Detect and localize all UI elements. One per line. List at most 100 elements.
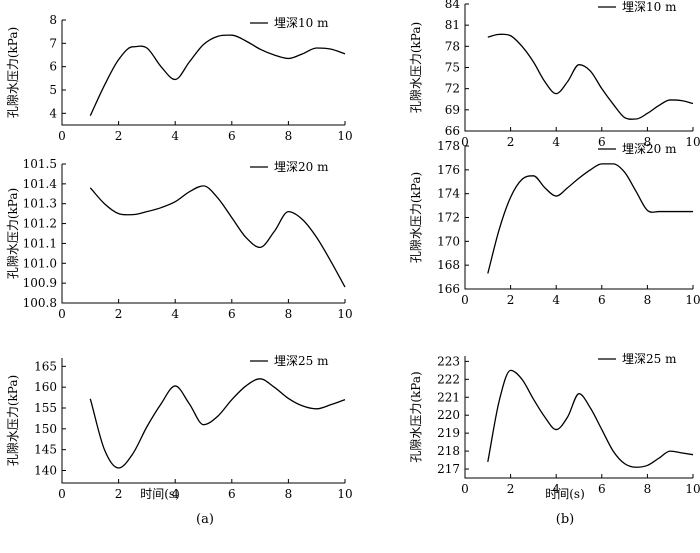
x-tick-label: 2 [507,293,515,307]
legend-label: 埋深20 m [622,142,677,156]
y-tick-label: 165 [34,359,57,373]
y-tick-label: 101.3 [23,197,57,211]
x-tick-label: 2 [507,135,515,149]
chart-panel-a-3: 0 2 4 6 8 10 140 145 150 155 160 165 孔隙水压力(kPa) 埋深25 … [6,354,353,501]
x-tick-label: 8 [644,135,652,149]
axis-frame [464,356,693,479]
y-axis-title: 孔隙水压力(kPa) [409,371,423,462]
chart-panel-b-2: 0 2 4 6 8 10 166 168 170 172 174 176 178 孔隙水压力(kPa) 埋深… [409,139,700,307]
x-tick-label: 0 [461,293,469,307]
y-tick-label: 6 [49,60,57,74]
x-tick-label: 10 [337,129,352,143]
x-tick-label: 8 [644,482,652,496]
chart-panel-b-3: 0 2 4 6 8 10 217 218 219 220 221 222 223 孔隙水压力(kPa) 埋深… [409,352,700,496]
x-tick-label: 0 [58,307,66,321]
y-tick-label: 101.0 [23,256,57,270]
y-tick-label: 223 [437,354,460,368]
y-tick-label: 101.1 [23,236,57,250]
y-tick-label: 100.9 [23,276,57,290]
caption-left: (a) [196,512,214,527]
axis-frame [61,20,345,126]
x-tick-label: 4 [171,129,179,143]
series-line [89,185,346,288]
x-tick-label: 6 [598,135,606,149]
y-tick-label: 5 [49,83,57,97]
x-tick-label: 0 [58,129,66,143]
axis-frame [61,164,345,304]
legend-label: 埋深25 m [622,352,677,366]
y-tick-label: 8 [49,13,57,27]
x-tick-label: 10 [685,482,700,496]
y-tick-label: 150 [34,422,57,436]
y-tick-label: 219 [437,426,460,440]
x-tick-label: 6 [598,293,606,307]
series-line [487,369,694,468]
y-tick-label: 178 [437,139,460,153]
x-tick-label: 8 [285,487,293,501]
series-line [487,33,694,120]
y-tick-label: 101.5 [23,157,57,171]
y-axis-title: 孔隙水压力(kPa) [6,375,20,466]
x-axis-label-right: 时间(s) [545,487,585,501]
y-tick-label: 101.2 [23,217,57,231]
x-tick-label: 6 [598,482,606,496]
y-tick-label: 81 [445,18,460,32]
axis-frame [464,146,693,290]
x-tick-label: 10 [337,307,352,321]
y-tick-label: 100.8 [23,296,57,310]
chart-panel-a-2: 0 2 4 6 8 10 100.8 100.9 101.0 101.1 101.2 101.3 101… [6,157,353,321]
x-tick-label: 6 [228,129,236,143]
y-tick-label: 170 [437,234,460,248]
y-tick-label: 66 [445,124,460,138]
axis-frame [61,358,345,484]
x-tick-label: 6 [228,487,236,501]
y-tick-label: 155 [34,401,57,415]
y-axis-title: 孔隙水压力(kPa) [409,22,423,113]
y-axis-title: 孔隙水压力(kPa) [6,27,20,118]
x-tick-label: 2 [507,482,515,496]
y-tick-label: 140 [34,464,57,478]
y-tick-label: 220 [437,408,460,422]
y-tick-label: 160 [34,380,57,394]
y-tick-label: 72 [445,82,460,96]
x-tick-label: 2 [115,307,123,321]
x-tick-label: 10 [685,135,700,149]
axis-frame [464,4,693,132]
chart-panel-a-1: 0 2 4 6 8 10 4 5 6 7 8 孔隙水压力(kPa) 埋深10 m [6,13,353,143]
x-tick-label: 0 [461,135,469,149]
x-tick-label: 8 [285,129,293,143]
y-tick-label: 221 [437,390,460,404]
legend-label: 埋深20 m [274,160,329,174]
x-tick-label: 8 [285,307,293,321]
y-tick-label: 174 [437,187,460,201]
legend-label: 埋深25 m [274,354,329,368]
series-line [89,34,346,116]
y-tick-label: 69 [445,103,460,117]
y-tick-label: 145 [34,443,57,457]
x-axis-label-left: 时间(s) [140,487,180,501]
y-tick-label: 218 [437,444,460,458]
x-tick-label: 8 [644,293,652,307]
chart-panel-b-1: 0 2 4 6 8 10 66 69 72 75 78 81 84 孔隙水压力(kPa) 埋深10 m [409,0,700,149]
y-axis-title: 孔隙水压力(kPa) [6,188,20,279]
x-tick-label: 4 [171,487,179,501]
y-tick-label: 101.4 [23,177,58,191]
x-tick-label: 2 [115,487,123,501]
x-tick-label: 4 [552,293,560,307]
y-tick-label: 84 [445,0,461,11]
legend-label: 埋深10 m [274,16,329,30]
x-tick-label: 6 [228,307,236,321]
y-tick-label: 172 [437,211,460,225]
y-tick-label: 166 [437,282,460,296]
y-tick-label: 4 [49,106,57,120]
y-tick-label: 176 [437,163,460,177]
y-tick-label: 75 [445,61,460,75]
series-line [89,378,346,469]
x-tick-label: 2 [115,129,123,143]
y-tick-label: 217 [437,462,460,476]
y-tick-label: 7 [49,36,57,50]
x-tick-label: 10 [337,487,352,501]
y-tick-label: 78 [445,39,460,53]
x-tick-label: 0 [58,487,66,501]
